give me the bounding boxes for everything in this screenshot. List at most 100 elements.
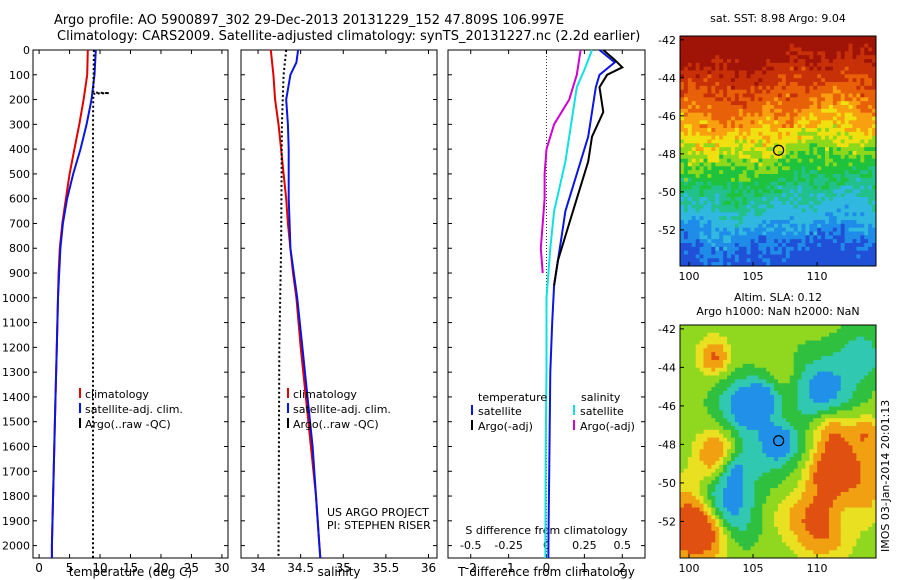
map-cell <box>778 371 783 376</box>
map-cell <box>825 197 830 202</box>
map-cell <box>703 418 708 423</box>
map-cell <box>695 453 700 458</box>
map-cell <box>832 166 838 171</box>
map-cell <box>828 120 834 125</box>
map-cell <box>734 383 740 388</box>
map-cell <box>860 367 865 372</box>
map-cell <box>848 170 853 175</box>
map-cell <box>683 197 689 202</box>
map-cell <box>852 258 857 263</box>
map-cell <box>872 235 877 240</box>
map-cell <box>691 429 697 435</box>
map-cell <box>758 120 763 125</box>
map-cell <box>793 383 798 388</box>
map-cell <box>785 250 791 255</box>
map-cell <box>695 74 700 79</box>
map-cell <box>746 445 751 450</box>
map-cell <box>793 239 798 244</box>
map-cell <box>832 325 838 330</box>
map-cell <box>758 356 763 361</box>
map-cell <box>754 116 759 121</box>
map-cell <box>746 254 751 259</box>
map-cell <box>758 208 763 213</box>
map-cell <box>680 254 685 259</box>
map-cell <box>699 340 704 345</box>
map-cell <box>734 356 740 361</box>
map-cell <box>762 356 767 361</box>
map-cell <box>805 151 810 156</box>
map-cell <box>872 410 877 415</box>
map-cell <box>864 216 869 221</box>
map-cell <box>691 340 697 345</box>
map-cell <box>711 212 716 217</box>
map-cell <box>832 383 838 388</box>
map-cell <box>734 457 740 462</box>
map-cell <box>703 185 708 190</box>
map-cell <box>680 105 685 110</box>
map-cell <box>699 250 704 255</box>
map-cell <box>695 93 700 98</box>
map-cell <box>699 363 704 369</box>
map-cell <box>836 101 842 106</box>
map-cell <box>754 120 759 125</box>
map-cell <box>801 394 806 400</box>
map-cell <box>821 143 826 148</box>
map-cell <box>738 97 744 102</box>
map-cell <box>738 70 744 75</box>
map-cell <box>742 200 748 206</box>
map-cell <box>828 363 834 369</box>
map-cell <box>730 383 736 388</box>
map-cell <box>852 124 857 129</box>
map-cell <box>742 39 748 45</box>
map-cell <box>680 36 685 41</box>
map-cell <box>691 208 697 213</box>
map-cell <box>848 204 853 209</box>
map-cell <box>742 101 748 106</box>
map-cell <box>719 453 724 458</box>
map-cell <box>856 82 861 87</box>
map-cell <box>781 204 787 209</box>
map-cell <box>856 212 861 217</box>
map-cell <box>699 143 704 148</box>
map-cell <box>868 425 873 431</box>
map-cell <box>828 62 834 68</box>
map-cell <box>844 112 849 117</box>
map-cell <box>781 197 787 202</box>
map-cell <box>742 59 748 64</box>
map-cell <box>793 402 798 407</box>
map-cell <box>832 89 838 94</box>
map-cell <box>727 246 732 252</box>
map-cell <box>687 212 693 217</box>
map-cell <box>774 402 779 407</box>
map-cell <box>707 445 712 450</box>
map-cell <box>844 135 849 140</box>
map-cell <box>872 223 877 229</box>
map-cell <box>856 227 861 232</box>
map-cell <box>864 101 869 106</box>
map-cell <box>738 85 744 91</box>
map-cell <box>703 379 708 384</box>
map-cell <box>813 59 818 64</box>
map-cell <box>758 177 763 183</box>
map-cell <box>754 239 759 244</box>
map-cell <box>711 147 716 152</box>
map-cell <box>856 250 861 255</box>
map-cell <box>687 414 693 419</box>
map-cell <box>774 258 779 263</box>
annotation-text: PI: STEPHEN RISER <box>327 519 431 532</box>
map-cell <box>750 78 755 83</box>
map-cell <box>781 116 787 121</box>
map-cell <box>738 51 744 56</box>
map-cell <box>758 212 763 217</box>
map-cell <box>723 162 728 167</box>
x-tick-label: 2 <box>618 561 626 575</box>
map-cell <box>683 154 689 160</box>
map-cell <box>848 39 853 45</box>
map-cell <box>785 36 791 41</box>
map-cell <box>860 212 865 217</box>
map-cell <box>687 70 693 75</box>
map-cell <box>719 200 724 206</box>
map-cell <box>864 344 869 349</box>
map-cell <box>868 254 873 259</box>
map-cell <box>774 363 779 369</box>
